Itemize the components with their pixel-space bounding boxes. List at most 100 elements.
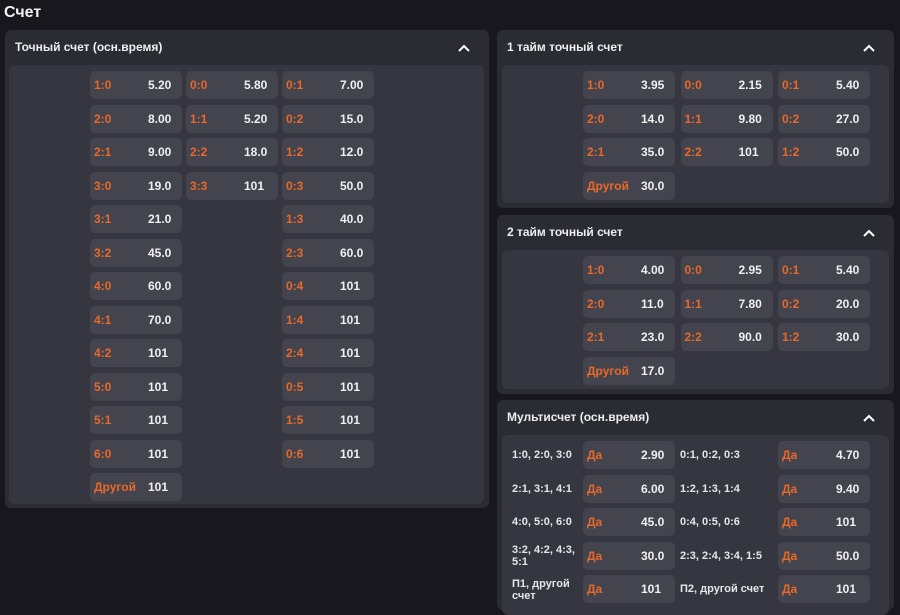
outcome-label: Да (587, 515, 603, 529)
odds-button[interactable]: 0:5 101 (282, 372, 374, 401)
odds-button[interactable]: 2:2 90.0 (680, 323, 773, 351)
odds-button[interactable]: 4:2 101 (90, 339, 182, 367)
odds-value: 9.40 (836, 481, 860, 496)
odds-button[interactable]: Да 6.00 (583, 474, 675, 503)
odds-button[interactable]: 5:1 101 (90, 406, 182, 434)
odds-button[interactable]: 2:0 8.00 (90, 104, 182, 133)
odds-button[interactable]: 0:2 20.0 (778, 289, 870, 318)
outcome-label: 1:2 (286, 145, 304, 159)
odds-button[interactable]: 1:3 40.0 (282, 205, 374, 233)
odds-button[interactable]: Да 2.90 (583, 441, 675, 469)
odds-button[interactable]: 0:6 101 (282, 439, 374, 468)
odds-button[interactable]: 2:2 18.0 (186, 138, 278, 166)
odds-button[interactable]: 0:1 5.40 (778, 71, 870, 99)
odds-button[interactable]: Другой 101 (90, 473, 182, 501)
odds-button[interactable]: 0:3 50.0 (282, 171, 374, 200)
odds-value: 40.0 (340, 212, 364, 226)
outcome-label: 3:0 (94, 178, 112, 193)
odds-value: 17.0 (641, 363, 665, 378)
odds-button[interactable]: 3:1 21.0 (90, 205, 182, 233)
odds-button[interactable]: 1:0 4.00 (583, 256, 675, 284)
odds-button[interactable]: 2:3 60.0 (282, 238, 374, 267)
odds-button[interactable]: 6:0 101 (90, 439, 182, 468)
odds-value: 12.0 (340, 145, 364, 159)
odds-button[interactable]: 1:4 101 (282, 305, 374, 334)
odds-button[interactable]: 1:1 9.80 (680, 104, 773, 133)
odds-button[interactable]: 1:5 101 (282, 406, 374, 434)
odds-value: 101 (836, 515, 857, 529)
odds-button[interactable]: 4:1 70.0 (90, 305, 182, 334)
odds-value: 101 (340, 279, 361, 293)
odds-value: 14.0 (641, 111, 665, 126)
odds-button[interactable]: 2:1 35.0 (583, 138, 675, 166)
odds-value: 60.0 (148, 279, 172, 293)
odds-value: 23.0 (641, 330, 665, 344)
chevron-up-icon[interactable] (862, 227, 876, 239)
odds-button[interactable]: 4:0 60.0 (90, 272, 182, 300)
odds-value: 2.95 (738, 263, 762, 277)
odds-button[interactable]: 2:2 101 (680, 138, 773, 166)
odds-value: 19.0 (148, 178, 172, 193)
odds-button[interactable]: 1:1 5.20 (186, 104, 278, 133)
odds-button[interactable]: Другой 30.0 (583, 171, 675, 200)
odds-value: 101 (340, 312, 361, 327)
odds-button[interactable]: 2:1 9.00 (90, 138, 182, 166)
odds-value: 50.0 (836, 548, 860, 563)
odds-button[interactable]: Да 101 (583, 575, 675, 603)
outcome-label: 4:1 (94, 312, 112, 327)
outcome-label: 0:2 (286, 111, 304, 126)
odds-button[interactable]: 0:1 7.00 (282, 71, 374, 99)
outcome-label: 2:2 (190, 145, 208, 159)
odds-button[interactable]: 3:3 101 (186, 171, 278, 200)
odds-button[interactable]: 1:1 7.80 (680, 289, 773, 318)
odds-value: 7.80 (738, 296, 762, 311)
odds-button[interactable]: 1:2 30.0 (778, 323, 870, 351)
odds-button[interactable]: 2:1 23.0 (583, 323, 675, 351)
odds-value: 50.0 (340, 178, 364, 193)
odds-button[interactable]: Да 45.0 (583, 508, 675, 536)
odds-button[interactable]: 2:0 11.0 (583, 289, 675, 318)
odds-button[interactable]: 2:4 101 (282, 339, 374, 367)
odds-button[interactable]: Да 4.70 (778, 441, 870, 469)
odds-button[interactable]: 1:0 3.95 (583, 71, 675, 99)
odds-button[interactable]: 2:0 14.0 (583, 104, 675, 133)
odds-button[interactable]: Другой 17.0 (583, 356, 675, 385)
odds-button[interactable]: 0:2 15.0 (282, 104, 374, 133)
odds-grid: 1:0 4.00 2:0 11.0 2:1 23.0 Другой 17.0 0:0 2.95 1:… (502, 250, 889, 389)
chevron-up-icon[interactable] (457, 42, 471, 54)
odds-button[interactable]: Да 101 (778, 508, 870, 536)
odds-button[interactable]: Да 30.0 (583, 541, 675, 570)
outcome-label: 2:0 (587, 296, 605, 311)
outcome-label: Да (782, 548, 798, 563)
outcome-label: 2:3 (286, 245, 304, 260)
odds-button[interactable]: Да 101 (778, 575, 870, 603)
odds-button[interactable]: 3:2 45.0 (90, 238, 182, 267)
odds-button[interactable]: Да 50.0 (778, 541, 870, 570)
odds-value: 90.0 (738, 330, 762, 344)
odds-button[interactable]: 1:2 50.0 (778, 138, 870, 166)
odds-button[interactable]: 0:4 101 (282, 272, 374, 300)
odds-button[interactable]: 5:0 101 (90, 372, 182, 401)
multiscore-label: 0:4, 0:5, 0:6 (680, 516, 740, 528)
outcome-label: 0:6 (286, 446, 304, 461)
odds-button[interactable]: 0:0 2.15 (680, 71, 773, 99)
odds-button[interactable]: 0:1 5.40 (778, 256, 870, 284)
odds-value: 5.80 (244, 78, 268, 92)
outcome-label: 1:0 (94, 78, 112, 92)
odds-button[interactable]: 0:0 2.95 (680, 256, 773, 284)
odds-button[interactable]: 3:0 19.0 (90, 171, 182, 200)
odds-button[interactable]: 0:2 27.0 (778, 104, 870, 133)
odds-button[interactable]: 1:0 5.20 (90, 71, 182, 99)
outcome-label: 4:0 (94, 279, 112, 293)
odds-value: 6.00 (641, 481, 665, 496)
panel-title: 1 тайм точный счет (507, 40, 623, 54)
multiscore-label: П1, другой счет (512, 578, 570, 602)
odds-button[interactable]: 1:2 12.0 (282, 138, 374, 166)
odds-button[interactable]: 0:0 5.80 (186, 71, 278, 99)
chevron-up-icon[interactable] (862, 42, 876, 54)
exact-score-panel: Точный счет (осн.время) 1:0 5.20 2:0 8.00 2:… (5, 30, 489, 508)
odds-value: 15.0 (340, 111, 364, 126)
chevron-up-icon[interactable] (862, 412, 876, 424)
odds-button[interactable]: Да 9.40 (778, 474, 870, 503)
odds-value: 101 (148, 379, 169, 394)
